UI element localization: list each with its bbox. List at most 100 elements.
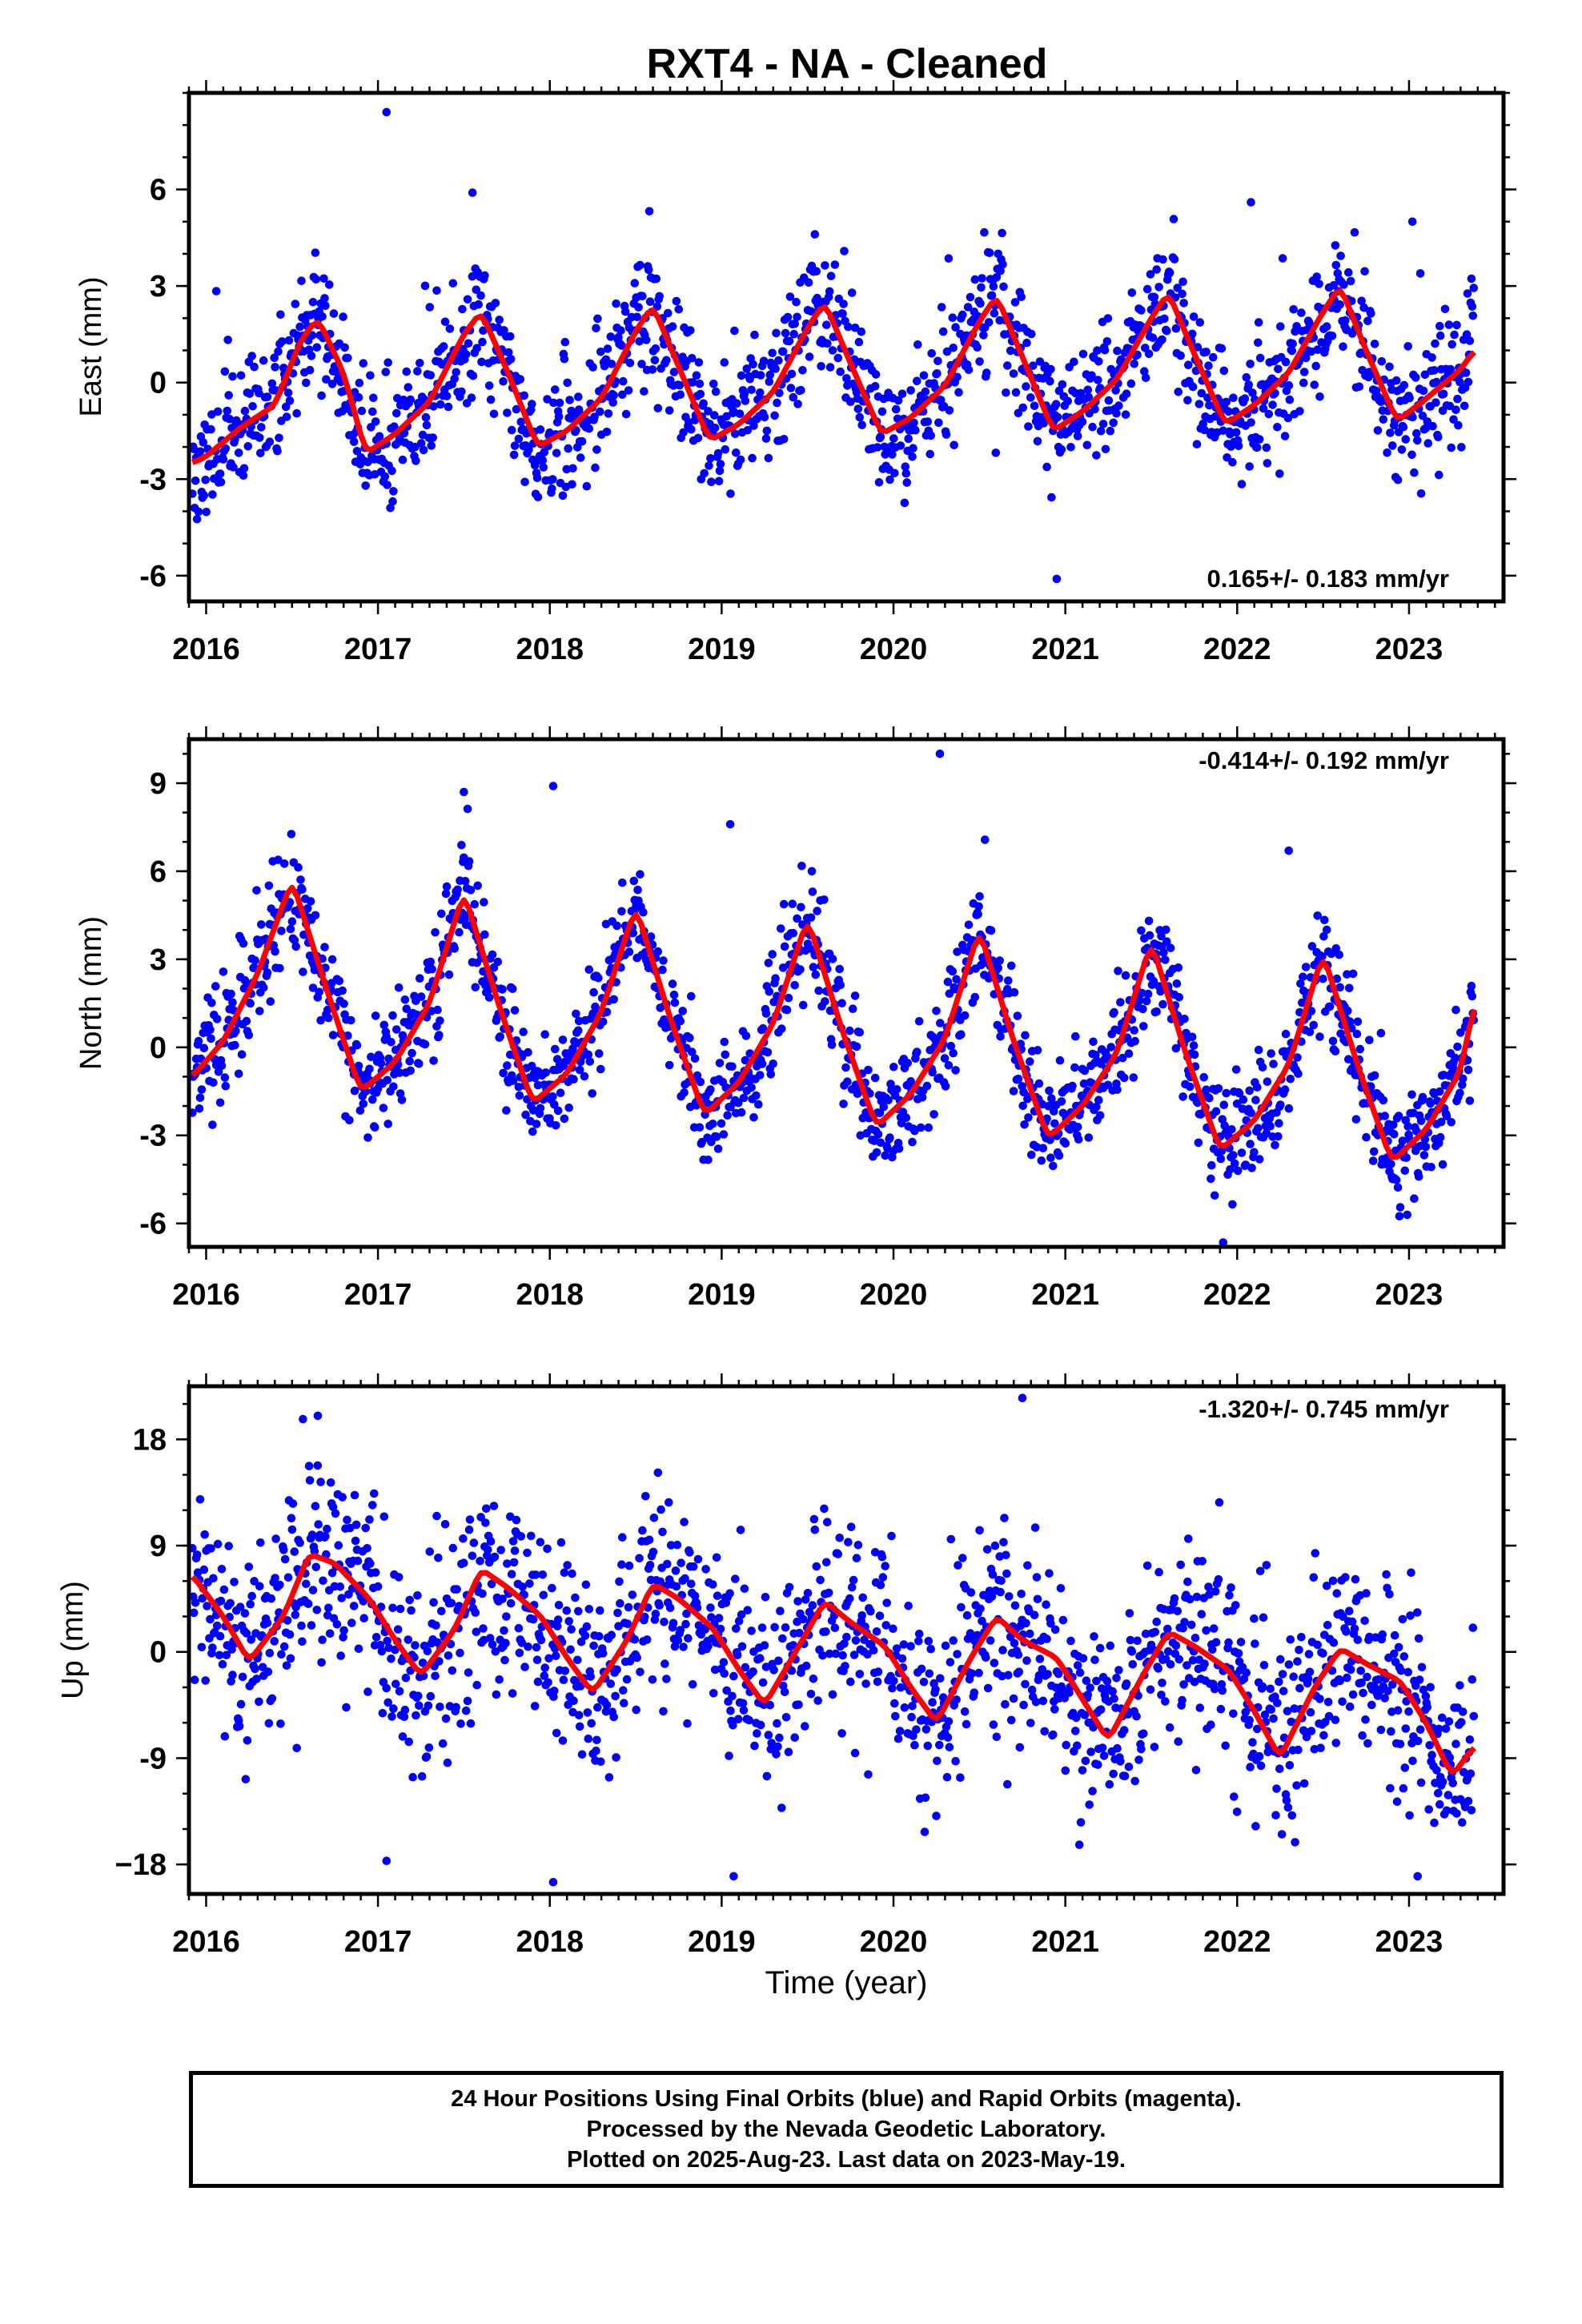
data-point xyxy=(730,326,739,336)
data-point xyxy=(319,274,328,283)
data-point xyxy=(581,1580,591,1590)
data-point xyxy=(405,1595,414,1605)
data-point xyxy=(720,1669,729,1679)
data-point xyxy=(721,1050,730,1059)
data-point xyxy=(469,1538,479,1547)
data-point xyxy=(659,1707,668,1716)
data-point xyxy=(669,991,679,999)
data-point xyxy=(1146,1685,1155,1695)
data-point xyxy=(444,402,453,412)
data-point xyxy=(1278,1670,1287,1679)
data-point xyxy=(540,448,549,456)
data-point xyxy=(1143,989,1153,999)
data-point xyxy=(1145,931,1154,940)
data-point xyxy=(1319,975,1327,983)
data-point xyxy=(592,445,601,454)
data-point xyxy=(533,1677,543,1687)
data-point xyxy=(368,1095,377,1104)
data-point xyxy=(1217,1146,1227,1156)
data-point xyxy=(607,360,616,368)
data-point xyxy=(864,1770,873,1779)
data-point xyxy=(273,446,282,456)
data-point xyxy=(560,1114,569,1124)
data-point xyxy=(291,1610,300,1619)
data-point xyxy=(1255,435,1264,444)
data-point xyxy=(975,357,984,366)
x-tick-label: 2019 xyxy=(688,633,756,666)
data-point xyxy=(1453,1042,1462,1051)
data-point xyxy=(552,1121,560,1130)
data-point xyxy=(1239,1095,1248,1104)
data-point xyxy=(1102,337,1112,346)
data-point xyxy=(1230,1792,1239,1801)
data-point xyxy=(361,1523,371,1533)
data-point xyxy=(363,1133,372,1142)
data-point xyxy=(941,1082,950,1091)
data-point xyxy=(314,1520,323,1529)
data-point xyxy=(306,897,315,906)
data-point xyxy=(444,970,454,979)
data-point xyxy=(593,1703,602,1712)
data-point xyxy=(489,409,499,419)
data-point xyxy=(687,424,696,434)
data-point xyxy=(876,1581,885,1590)
data-point xyxy=(1458,1080,1467,1089)
data-point xyxy=(1273,423,1282,432)
data-point xyxy=(923,417,933,426)
data-point xyxy=(295,322,304,332)
data-point xyxy=(806,913,816,923)
data-point xyxy=(934,356,942,366)
data-point xyxy=(1228,457,1237,467)
data-point xyxy=(1032,1573,1042,1582)
data-point xyxy=(615,1577,624,1586)
data-point xyxy=(1403,1122,1412,1131)
data-point xyxy=(363,1687,372,1696)
data-point xyxy=(1355,1044,1365,1054)
data-point xyxy=(948,313,958,323)
data-point xyxy=(858,1593,867,1602)
data-point xyxy=(424,1743,434,1752)
data-point xyxy=(1251,1639,1259,1648)
data-point xyxy=(477,357,486,367)
data-point xyxy=(443,1758,452,1767)
data-point xyxy=(1021,1679,1030,1689)
data-point xyxy=(283,1573,293,1582)
data-point xyxy=(539,463,548,472)
data-point xyxy=(913,1047,921,1056)
data-point xyxy=(471,1608,480,1617)
data-point xyxy=(541,1068,550,1077)
data-point xyxy=(756,1720,765,1730)
data-point xyxy=(240,406,250,416)
data-point xyxy=(282,1661,291,1671)
data-point xyxy=(998,259,1007,269)
data-point xyxy=(1287,1811,1297,1820)
data-point xyxy=(636,870,644,879)
data-point xyxy=(1313,911,1322,920)
data-point xyxy=(949,1048,958,1058)
data-point xyxy=(484,993,494,1002)
data-point xyxy=(1027,329,1036,339)
data-point xyxy=(363,1544,371,1553)
data-point xyxy=(379,1512,389,1522)
data-point xyxy=(773,398,781,408)
data-point xyxy=(614,332,623,342)
data-point xyxy=(779,435,789,444)
data-point xyxy=(433,1005,442,1015)
data-point xyxy=(1193,343,1203,352)
data-point xyxy=(548,484,556,493)
data-point xyxy=(816,1575,825,1585)
data-point xyxy=(1435,470,1443,480)
data-point xyxy=(1022,1618,1030,1628)
data-point xyxy=(754,1100,763,1109)
data-point xyxy=(1073,1123,1082,1132)
data-point xyxy=(507,1570,516,1578)
data-point xyxy=(1130,1026,1138,1035)
data-point xyxy=(745,375,754,384)
data-point xyxy=(326,1478,335,1487)
data-point xyxy=(318,1635,327,1644)
data-point xyxy=(428,433,437,442)
data-point xyxy=(624,386,633,395)
data-point xyxy=(830,260,840,269)
data-point xyxy=(817,362,825,371)
data-point xyxy=(957,1602,966,1612)
